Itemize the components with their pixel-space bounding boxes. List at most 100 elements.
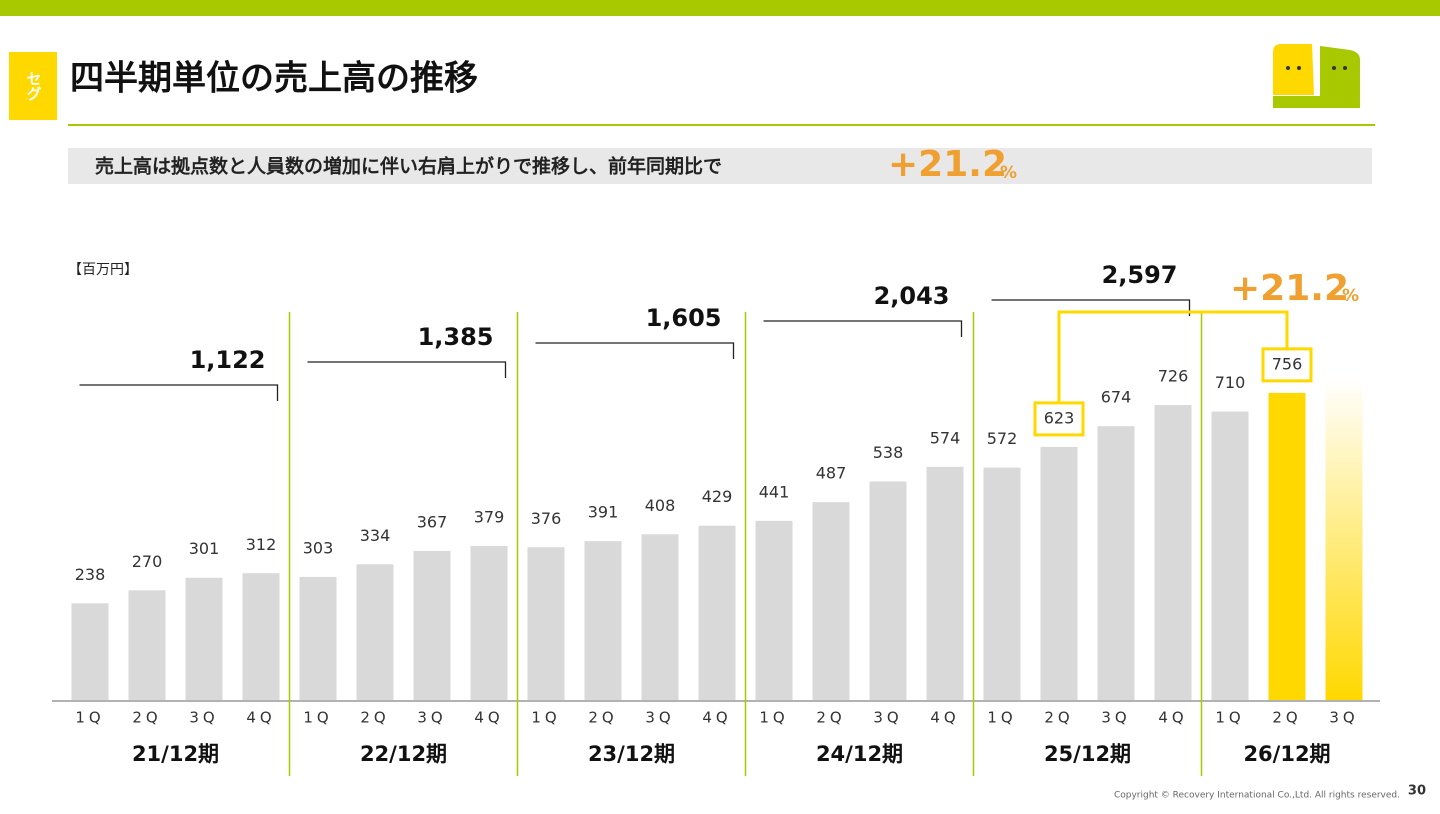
x-tick-label: 3Q [1329,709,1358,727]
bar [1040,446,1078,700]
value-label: 441 [759,482,790,501]
group-label: 26/12期 [1243,742,1330,766]
x-tick-label: 1Q [759,709,788,727]
group-label: 23/12期 [588,742,675,766]
page-number: 30 [1408,784,1426,799]
value-label: 487 [816,464,847,483]
total-bracket [763,320,963,337]
value-label: 367 [417,512,448,531]
x-tick-label: 3Q [417,709,446,727]
title: 四半期単位の売上高の推移 [70,59,478,99]
subtitle-band [68,148,1372,184]
bar [926,466,964,700]
bar [242,573,280,700]
value-label: 270 [132,552,163,571]
bar [641,534,679,700]
total-label: 1,605 [646,304,722,332]
bar [698,525,736,700]
x-tick-label: 1Q [1215,709,1244,727]
x-tick-label: 1Q [987,709,1016,727]
total-label: 2,043 [874,282,950,310]
x-tick-label: 4Q [930,709,959,727]
bar [1154,405,1192,700]
placeholder-bar [1325,378,1363,700]
x-tick-label: 2Q [588,709,617,727]
bar [1268,392,1306,700]
value-label: 334 [360,526,391,545]
group-label: 22/12期 [360,742,447,766]
total-bracket [535,342,735,359]
bar [71,603,109,700]
value-label: 379 [474,508,505,527]
value-label: 303 [303,538,334,557]
value-label: 674 [1101,388,1132,407]
bar [584,541,622,700]
growth-label: +21.2 [1230,268,1349,309]
value-label: 710 [1215,373,1246,392]
growth-unit: % [1342,286,1359,306]
growth-bracket [1057,310,1289,403]
bar [413,550,451,700]
bar [869,481,907,700]
subtitle-growth-unit: % [1000,163,1017,183]
x-tick-label: 1Q [75,709,104,727]
unit-label: 【百万円】 [68,262,138,278]
x-tick-label: 2Q [360,709,389,727]
x-tick-label: 2Q [1044,709,1073,727]
total-label: 2,597 [1102,261,1178,289]
x-tick-label: 4Q [246,709,275,727]
x-tick-label: 1Q [303,709,332,727]
value-label: 301 [189,539,220,558]
badge [9,52,57,120]
value-label: 756 [1272,354,1303,373]
value-label: 238 [75,565,106,584]
x-tick-label: 3Q [645,709,674,727]
x-tick-label: 3Q [873,709,902,727]
value-label: 726 [1158,367,1189,386]
x-tick-label: 2Q [132,709,161,727]
value-label: 623 [1044,408,1075,427]
bar [1097,426,1135,700]
total-bracket [307,361,507,378]
x-tick-label: 2Q [816,709,845,727]
bar [299,576,337,700]
total-bracket [991,299,1191,316]
x-tick-label: 4Q [474,709,503,727]
x-tick-label: 3Q [1101,709,1130,727]
bar [356,564,394,700]
bar [812,502,850,700]
copyright: Copyright © Recovery International Co.,L… [1114,791,1400,801]
bar [185,577,223,700]
value-label: 574 [930,428,961,447]
value-label: 538 [873,443,904,462]
x-tick-label: 4Q [1158,709,1187,727]
logo [1273,44,1360,108]
bar [755,520,793,700]
x-tick-label: 3Q [189,709,218,727]
group-label: 21/12期 [132,742,219,766]
bar [128,590,166,700]
group-label: 25/12期 [1044,742,1131,766]
bar [470,546,508,700]
subtitle-growth: +21.2 [888,144,1007,185]
value-label: 572 [987,429,1018,448]
value-label: 391 [588,503,619,522]
value-label: 429 [702,487,733,506]
total-label: 1,122 [190,346,266,374]
total-bracket [79,384,279,401]
bar [983,467,1021,700]
x-tick-label: 2Q [1272,709,1301,727]
subtitle: 売上高は拠点数と人員数の増加に伴い右肩上がりで推移し、前年同期比で [95,155,722,178]
x-tick-label: 1Q [531,709,560,727]
group-label: 24/12期 [816,742,903,766]
badge-text: セグ [25,71,43,101]
total-label: 1,385 [418,323,494,351]
bar [527,547,565,700]
value-label: 312 [246,535,277,554]
value-label: 376 [531,509,562,528]
value-label: 408 [645,496,676,515]
top-bar [0,0,1440,16]
bar [1211,411,1249,700]
x-tick-label: 4Q [702,709,731,727]
